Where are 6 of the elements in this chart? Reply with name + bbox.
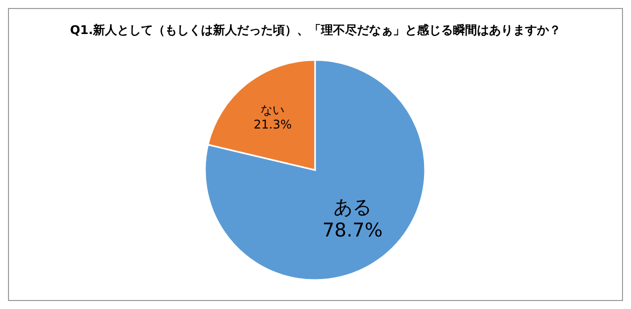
slice-label: ない <box>260 103 285 118</box>
chart-title: Q1.新人として（もしくは新人だった頃）、「理不尽だなぁ」と感じる瞬間はありますか？ <box>70 23 562 37</box>
data-label: 21.3% <box>254 118 292 132</box>
slice-label: ある <box>334 196 372 219</box>
pie-slice <box>204 59 426 281</box>
data-label: 78.7% <box>322 219 383 242</box>
